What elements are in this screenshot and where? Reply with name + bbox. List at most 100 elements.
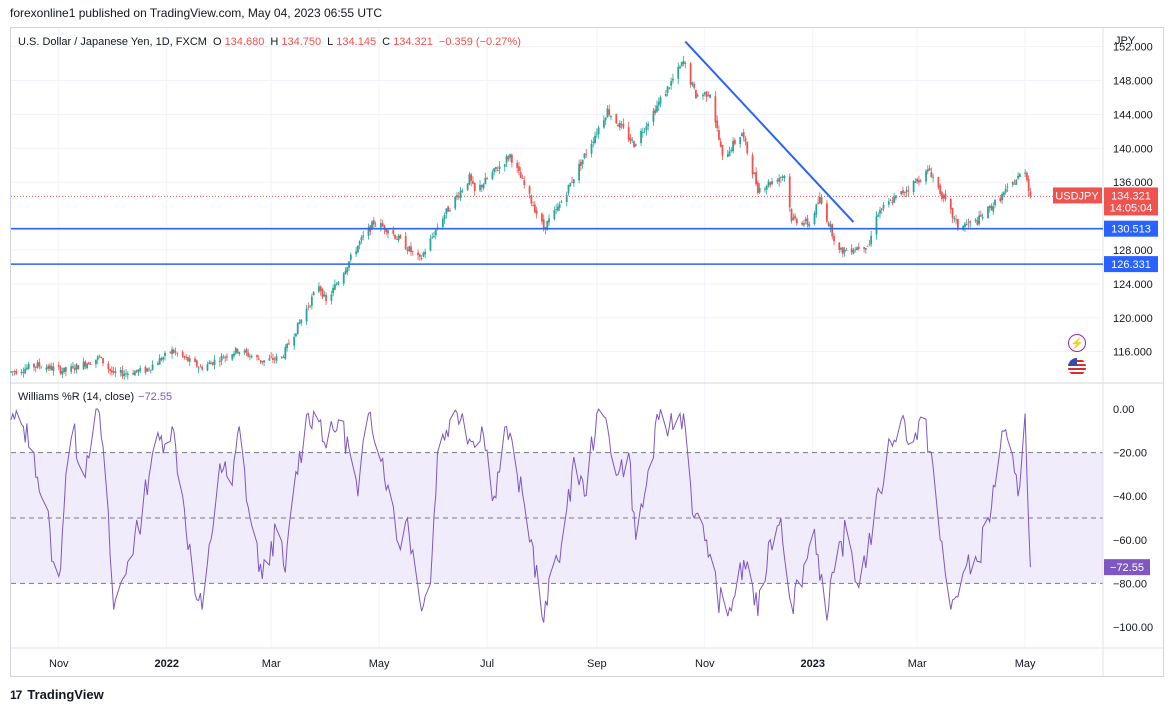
lightning-icon[interactable]: ⚡: [1068, 334, 1086, 352]
candle-body: [850, 248, 853, 253]
candle-body: [218, 360, 221, 363]
candle-body: [257, 358, 260, 360]
candle-body: [148, 368, 150, 370]
candle-body: [880, 208, 883, 210]
candle-body: [528, 186, 531, 194]
candle-body: [27, 363, 30, 369]
candle-body: [941, 192, 943, 199]
candle-body: [245, 349, 248, 353]
candle-body: [484, 177, 487, 185]
candle-body: [132, 373, 135, 375]
candle-body: [187, 357, 189, 362]
candle-body: [1018, 173, 1021, 178]
indicator-legend[interactable]: Williams %R (14, close) −72.55: [18, 391, 172, 403]
candle-body: [769, 182, 772, 185]
candle-body: [1006, 186, 1009, 188]
time-tick-label: Nov: [49, 658, 69, 670]
candle-body: [319, 286, 322, 292]
price-tick-label: 148.000: [1113, 76, 1153, 88]
footer-brand[interactable]: 17 TradingView: [10, 687, 104, 702]
candle-body: [826, 203, 828, 222]
price-tick-label: 124.000: [1113, 279, 1153, 291]
candle-body: [234, 347, 237, 354]
tradingview-logo-icon: 17: [10, 687, 22, 702]
price-tick-label: 140.000: [1113, 143, 1153, 155]
symbol-tag-bg: [1053, 187, 1102, 204]
candle-body: [978, 215, 981, 225]
candle-body: [956, 219, 959, 229]
candle-body: [381, 223, 384, 227]
candle-body: [344, 270, 347, 275]
candle-body: [449, 210, 451, 212]
candle-body: [620, 124, 623, 126]
indicator-value-label-bg: [1104, 559, 1150, 576]
candle-body: [932, 177, 934, 179]
candle-body: [751, 154, 754, 175]
indicator-axis: 0.00 −20.00 −40.00 −60.00 −80.00 −100.00: [1113, 404, 1153, 634]
candle-body: [367, 227, 370, 236]
candle-body: [914, 181, 917, 183]
candle-body: [123, 373, 126, 376]
candle-body: [472, 181, 474, 184]
candle-body: [840, 247, 842, 250]
candle-body: [833, 235, 835, 241]
candle-body: [64, 367, 67, 372]
candles: [10, 55, 1032, 380]
candle-body: [323, 294, 326, 297]
candle-body: [160, 358, 163, 361]
indicator-tick-label: −20.00: [1113, 448, 1147, 460]
candle-body: [572, 179, 575, 184]
us-flag-icon[interactable]: [1068, 358, 1086, 376]
currency-label: JPY: [1115, 35, 1136, 47]
candle-body: [114, 371, 117, 373]
candle-body: [868, 244, 871, 245]
candle-body: [63, 367, 65, 372]
candle-body: [433, 236, 435, 237]
candle-body: [684, 62, 687, 64]
candle-body: [247, 352, 250, 357]
candle-body: [907, 190, 910, 192]
candle-body: [592, 141, 595, 143]
candle-body: [1027, 179, 1030, 191]
candle-body: [532, 205, 535, 207]
candle-body: [541, 213, 543, 222]
candle-body: [1002, 192, 1005, 196]
candle-body: [696, 95, 699, 97]
candle-body: [645, 126, 648, 131]
candle-body: [282, 357, 285, 358]
candle-body: [164, 352, 166, 356]
candle-body: [944, 193, 947, 200]
candle-body: [905, 190, 908, 193]
candle-body: [109, 368, 112, 371]
candle-body: [183, 356, 186, 358]
candle-body: [951, 208, 954, 219]
level-label: 126.331: [1111, 259, 1151, 271]
candle-body: [640, 130, 642, 144]
candle-body: [603, 120, 605, 128]
candle-body: [955, 219, 958, 221]
candle-body: [296, 322, 299, 335]
candle-body: [371, 221, 373, 230]
candle-body: [486, 178, 488, 180]
candle-body: [445, 208, 448, 215]
candle-body: [565, 194, 568, 203]
candle-body: [261, 360, 264, 363]
candle-body: [518, 166, 520, 172]
candle-body: [312, 292, 315, 295]
candle-body: [482, 184, 485, 189]
candle-body: [597, 127, 600, 135]
candle-body: [652, 110, 655, 122]
indicator-value: −72.55: [138, 391, 173, 403]
candle-body: [333, 284, 336, 290]
candle-body: [705, 91, 708, 97]
candle-body: [864, 248, 867, 250]
candle-body: [779, 177, 782, 178]
candle-body: [730, 149, 733, 152]
level-label-bg: [1104, 256, 1158, 273]
candle-body: [146, 368, 149, 372]
candle-body: [755, 172, 758, 185]
candle-body: [820, 197, 823, 204]
last-price-label: 134.321: [1111, 190, 1151, 202]
indicator-tick-label: −60.00: [1113, 535, 1147, 547]
